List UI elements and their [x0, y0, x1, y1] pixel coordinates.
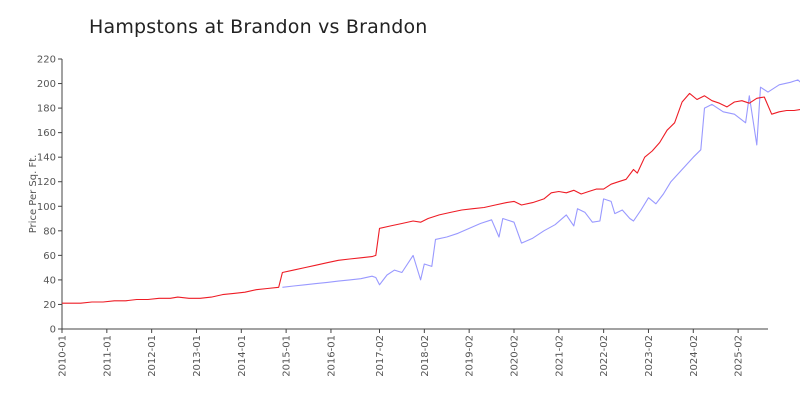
x-tick-label: 2019-02 [465, 335, 476, 377]
y-axis-label: Price Per Sq. Ft. [28, 155, 39, 234]
series-group [62, 79, 800, 304]
y-tick-label: 120 [37, 177, 56, 188]
series-line-1 [62, 92, 800, 304]
x-tick-label: 2010-01 [58, 335, 69, 377]
x-tick-label: 2023-02 [644, 335, 655, 377]
x-tick-label: 2018-02 [420, 335, 431, 377]
x-tick-label: 2020-02 [509, 335, 520, 377]
y-tick-label: 60 [43, 251, 56, 262]
x-tick-label: 2015-01 [282, 335, 293, 377]
y-tick-label: 80 [43, 226, 56, 237]
x-tick-label: 2011-01 [102, 335, 113, 377]
x-tick-label: 2021-02 [554, 335, 565, 377]
chart-title: Hampstons at Brandon vs Brandon [89, 16, 428, 38]
y-tick-label: 20 [43, 300, 56, 311]
x-tick-label: 2014-01 [237, 335, 248, 377]
x-axis-ticks: 2010-01 2011-01 2012-01 2013-01 2014-01 2015-… [58, 329, 745, 377]
y-tick-label: 40 [43, 275, 56, 286]
x-tick-label: 2022-02 [599, 335, 610, 377]
y-tick-label: 160 [37, 128, 56, 139]
y-tick-label: 220 [37, 55, 56, 66]
x-tick-label: 2025-02 [734, 335, 745, 377]
y-tick-label: 0 [50, 325, 56, 336]
y-tick-label: 180 [37, 104, 56, 115]
y-tick-label: 200 [37, 79, 56, 90]
series-line-2 [282, 79, 800, 288]
y-tick-label: 140 [37, 153, 56, 164]
x-tick-label: 2024-02 [689, 335, 700, 377]
x-tick-label: 2016-01 [326, 335, 337, 377]
x-tick-label: 2012-01 [147, 335, 158, 377]
x-tick-label: 2017-02 [375, 335, 386, 377]
x-tick-label: 2013-01 [192, 335, 203, 377]
axes [61, 59, 768, 330]
y-tick-label: 100 [37, 202, 56, 213]
y-axis-ticks: 0 20 40 60 80 100 120 140 160 180 200 220 [37, 55, 62, 336]
